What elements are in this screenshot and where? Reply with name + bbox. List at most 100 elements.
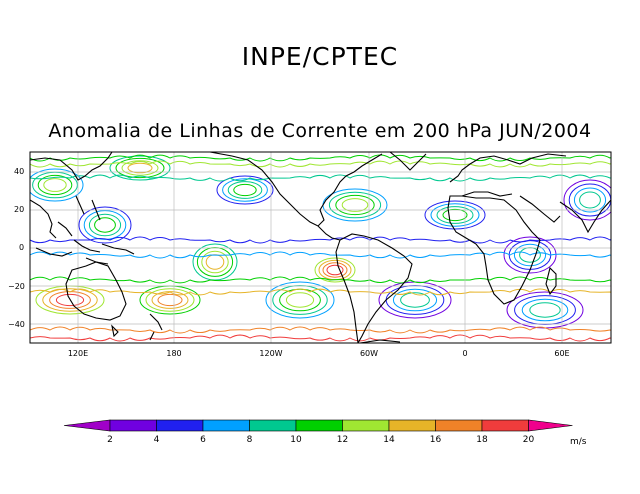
colorbar-tick-label: 16 — [430, 435, 442, 445]
streamline — [513, 243, 547, 267]
streamline — [30, 288, 611, 296]
streamline — [127, 162, 153, 174]
streamline — [400, 292, 430, 308]
coast-europe — [449, 153, 567, 197]
streamline — [506, 291, 584, 329]
streamline — [55, 293, 85, 307]
colorbar-segment — [202, 419, 250, 432]
colorbar-segment — [295, 419, 343, 432]
streamline — [216, 175, 274, 205]
streamline — [157, 293, 183, 307]
lon-label-120e: 120E — [68, 349, 88, 358]
streamline — [196, 247, 234, 277]
coast-africa — [447, 195, 541, 305]
lat-label-40: 40 — [14, 167, 24, 176]
streamlines — [30, 154, 611, 342]
streamline — [341, 198, 369, 212]
streamline — [568, 183, 611, 217]
streamline — [115, 157, 165, 179]
streamline — [436, 206, 474, 224]
colorbar-tick-label: 14 — [383, 435, 395, 445]
streamline — [442, 208, 468, 222]
streamline — [30, 168, 84, 202]
streamline — [37, 174, 73, 196]
map-subtitle: Anomalia de Linhas de Corrente em 200 hP… — [48, 120, 592, 142]
streamline — [573, 187, 607, 213]
streamline — [30, 154, 611, 162]
coast-madagascar — [545, 266, 557, 296]
page-title: INPE/CPTEC — [241, 42, 399, 71]
streamline — [42, 288, 98, 312]
streamline — [145, 288, 195, 312]
colorbar-segment — [63, 419, 111, 432]
colorbar-tick-label: 6 — [200, 435, 206, 445]
colorbar-segment — [528, 419, 573, 432]
colorbar-tick-label: 10 — [290, 435, 302, 445]
streamline — [563, 179, 611, 221]
streamline — [109, 155, 171, 181]
streamline — [30, 251, 611, 259]
streamline — [378, 281, 452, 319]
streamline — [335, 194, 375, 216]
colorbar-tick-label: 18 — [476, 435, 488, 445]
colorbar-tick-label: 4 — [154, 435, 160, 445]
colorbar-tick-label: 12 — [337, 435, 348, 445]
streamline — [579, 191, 601, 209]
colorbar-tick-label: 20 — [523, 435, 535, 445]
streamline — [121, 160, 159, 176]
streamline — [328, 191, 382, 219]
streamline — [139, 285, 201, 315]
streamline — [78, 206, 132, 244]
coast-indonesia — [35, 239, 135, 265]
streamline — [529, 302, 561, 318]
streamline — [32, 171, 78, 199]
coast-australia — [65, 261, 127, 338]
coast-greenland — [389, 152, 427, 171]
streamline — [43, 178, 67, 192]
lon-label-120w: 120W — [259, 349, 282, 358]
streamline — [314, 257, 356, 283]
coast-south-america — [335, 233, 413, 343]
streamline — [30, 160, 611, 168]
colorbar-segment — [342, 419, 390, 432]
streamline — [227, 181, 263, 199]
colorbar-tick-label: 2 — [107, 435, 113, 445]
colorbar-segment — [249, 419, 297, 432]
streamline — [521, 298, 569, 322]
streamline — [192, 243, 238, 281]
streamline — [30, 276, 611, 284]
streamline — [424, 200, 486, 230]
streamline — [222, 178, 268, 202]
streamline — [88, 213, 122, 237]
coast-antarctica — [359, 339, 401, 343]
streamline — [205, 254, 225, 270]
streamline — [30, 334, 611, 342]
streamline — [385, 285, 445, 315]
colorbar-segment — [481, 419, 529, 432]
map-frame — [29, 151, 612, 344]
streamline — [30, 236, 611, 244]
coast-new-zealand — [149, 313, 163, 341]
streamline — [94, 217, 116, 233]
lat-label-0: 0 — [19, 243, 24, 252]
streamline — [322, 262, 348, 278]
coast-asia — [30, 152, 113, 239]
color-bar: 2 4 6 8 10 12 14 16 18 20 — [63, 419, 573, 445]
lat-label-20: 20 — [14, 205, 24, 214]
streamline — [514, 295, 576, 325]
streamline — [233, 183, 257, 197]
streamline — [201, 250, 229, 274]
colorbar-segment — [435, 419, 483, 432]
streamline — [272, 285, 328, 315]
coast-north-america — [209, 152, 383, 241]
coast-arabia — [519, 195, 611, 234]
lat-label-minus20: −20 — [8, 282, 25, 291]
streamline — [326, 264, 344, 276]
lon-label-180: 180 — [166, 349, 181, 358]
streamline — [503, 236, 557, 274]
streamline — [265, 281, 335, 319]
lat-label-minus40: −40 — [8, 320, 25, 329]
colorbar-segment — [156, 419, 204, 432]
streamline — [30, 174, 611, 182]
